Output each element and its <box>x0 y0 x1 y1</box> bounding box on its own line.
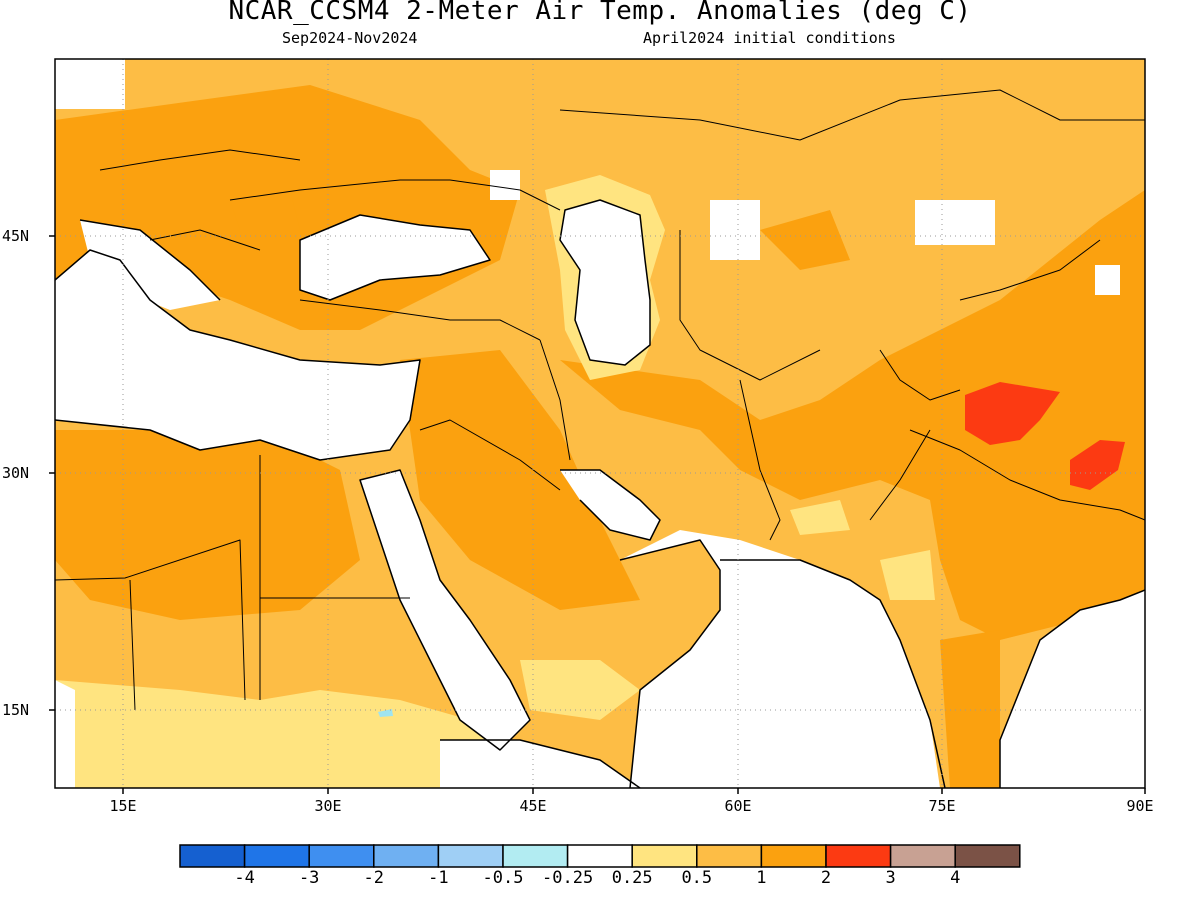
y-tick-label: 15N <box>2 701 30 719</box>
colorbar-swatch <box>631 844 698 868</box>
colorbar-label: -0.5 <box>482 868 524 888</box>
colorbar-swatch <box>308 844 375 868</box>
map-title: NCAR_CCSM4 2-Meter Air Temp. Anomalies (… <box>228 0 972 26</box>
forecast-period: Sep2024-Nov2024 <box>282 29 418 47</box>
colorbar-swatch <box>437 844 504 868</box>
colorbar-label: 3 <box>885 868 896 888</box>
map-frame <box>54 58 1146 789</box>
colorbar-swatch <box>954 844 1021 868</box>
colorbar-swatch <box>566 844 633 868</box>
x-tick-label: 45E <box>519 797 547 815</box>
y-tick-label: 45N <box>2 227 30 245</box>
initial-conditions: April2024 initial conditions <box>643 29 896 47</box>
colorbar-label: -3 <box>298 868 320 888</box>
colorbar-swatch <box>373 844 440 868</box>
colorbar-swatch <box>179 844 246 868</box>
anomaly-zone-2-to-3 <box>965 382 1125 490</box>
x-tick-label: 90E <box>1126 797 1154 815</box>
colorbar-label: 0.5 <box>681 868 713 888</box>
x-tick-label: 60E <box>724 797 752 815</box>
colorbar-swatch <box>889 844 956 868</box>
anomaly-zone-negative <box>378 709 393 717</box>
colorbar-swatch <box>696 844 763 868</box>
x-tick-label: 75E <box>928 797 956 815</box>
colorbar-label: -1 <box>428 868 449 888</box>
colorbar-label: 4 <box>950 868 961 888</box>
colorbar-label: 2 <box>820 868 832 888</box>
coastlines <box>55 199 1145 788</box>
near-zero-areas <box>55 59 1145 788</box>
colorbar-swatch <box>502 844 569 868</box>
colorbar-label: -0.25 <box>542 868 594 888</box>
colorbar-swatch <box>243 844 310 868</box>
colorbar-swatch <box>825 844 892 868</box>
gridlines <box>55 59 1145 788</box>
colorbar-label: -2 <box>363 868 385 888</box>
colorbar-label: 0.25 <box>611 868 653 888</box>
tick-marks <box>49 235 1146 794</box>
colorbar <box>179 844 1021 868</box>
y-tick-label: 30N <box>2 464 30 482</box>
country-borders <box>55 89 1145 711</box>
colorbar-label: -4 <box>234 868 255 888</box>
x-tick-label: 30E <box>314 797 342 815</box>
colorbar-label: 1 <box>756 868 767 888</box>
x-tick-label: 15E <box>109 797 137 815</box>
colorbar-swatch <box>760 844 827 868</box>
